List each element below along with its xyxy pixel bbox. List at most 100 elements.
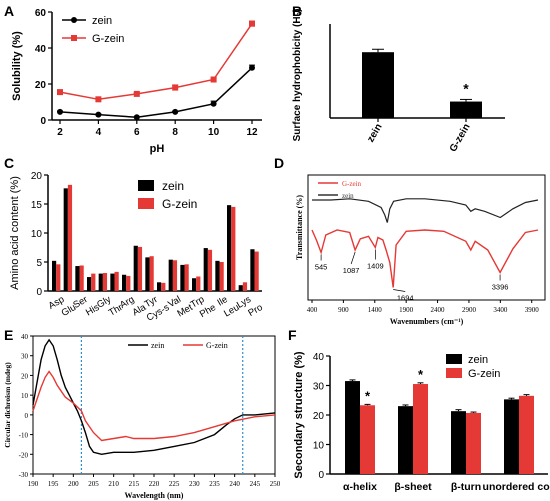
bar-G-zein — [231, 206, 236, 291]
bar-zein — [110, 273, 115, 291]
series-line-G-zein — [59, 23, 253, 101]
x-tick-label: 400 — [307, 306, 318, 314]
significance-marker: * — [365, 388, 371, 403]
bar-G-zein — [450, 101, 482, 118]
y-axis-title: Amino acid content (%) — [9, 176, 21, 290]
y-tick-label: -10 — [19, 432, 29, 440]
panel-letter: B — [292, 3, 302, 19]
legend-label: G-zein — [342, 180, 362, 188]
bar-zein — [345, 381, 360, 474]
y-axis-title: Transmittance (%) — [295, 195, 304, 260]
x-tick-label: 195 — [48, 480, 59, 488]
x-tick-label: 235 — [209, 480, 220, 488]
legend-label: G-zein — [92, 33, 124, 45]
legend-label: G-zein — [468, 368, 500, 380]
panel-letter: C — [4, 155, 14, 171]
bar-G-zein — [254, 251, 259, 291]
panel-letter: E — [4, 327, 13, 343]
bar-G-zein — [67, 184, 73, 291]
y-axis-title: Circular dichroism (mdeg) — [3, 362, 12, 448]
panel-d-ftir-chart: D 400 900 1400 1900 2400 2900 3400 3900 Wavenumbe… — [274, 155, 546, 326]
bar-zein — [75, 266, 80, 291]
bar-zein — [215, 260, 220, 291]
x-tick-label: 210 — [108, 480, 119, 488]
y-tick-label: 40 — [313, 352, 325, 363]
bar-G-zein — [79, 265, 84, 291]
series-line-zein — [32, 338, 276, 456]
x-tick-label: G-zein — [448, 122, 473, 154]
peak-label: 1694 — [397, 294, 414, 303]
x-tick-label: unordered coil — [483, 481, 550, 493]
bar-zein — [98, 273, 103, 291]
legend-marker — [71, 35, 77, 41]
y-tick-label: -30 — [19, 471, 29, 479]
bar-G-zein — [184, 264, 189, 291]
x-tick-label: 190 — [28, 480, 39, 488]
plot-frame — [307, 174, 546, 301]
bar-zein — [227, 205, 232, 291]
bar-G-zein — [172, 260, 178, 291]
x-tick-label: Ile — [215, 294, 229, 309]
legend-label: zein — [342, 192, 354, 200]
data-point — [210, 100, 217, 107]
bar-G-zein — [137, 246, 143, 291]
bar-zein — [52, 260, 57, 291]
legend-label: zein — [162, 179, 184, 193]
bar-zein — [362, 52, 394, 119]
x-tick-label: 250 — [270, 480, 281, 488]
x-tick-label: β-sheet — [394, 481, 432, 493]
x-tick-label: 205 — [88, 480, 99, 488]
y-tick-label: 20 — [21, 372, 29, 380]
x-tick-label: 220 — [149, 480, 160, 488]
y-axis-title: Secondary structure (%) — [293, 351, 305, 478]
x-tick-label: 230 — [189, 480, 200, 488]
x-tick-label: 4 — [96, 127, 102, 138]
data-point — [57, 108, 63, 115]
x-tick-label: 200 — [68, 480, 79, 488]
y-tick-label: 20 — [31, 171, 43, 182]
x-tick-label: 2 — [57, 127, 63, 138]
y-tick-label: 30 — [21, 353, 29, 361]
y-tick-label: 20 — [313, 411, 325, 422]
legend-label: G-zein — [162, 197, 197, 211]
panel-f-secondary-structure-chart: F 0 10 20 30 40 Secondary structure (%) α-helix… — [288, 327, 550, 493]
significance-marker: * — [418, 367, 424, 382]
series-line-G-zein — [32, 370, 276, 442]
x-tick-label: 1900 — [399, 306, 414, 314]
y-tick-label: 0 — [318, 470, 324, 481]
x-axis-title: pH — [150, 143, 165, 155]
bar-G-zein — [519, 395, 534, 474]
bar-G-zein — [149, 256, 154, 291]
bar-G-zein — [196, 276, 201, 291]
bar-zein — [504, 399, 519, 474]
peak-arrow — [393, 289, 406, 292]
data-point — [95, 96, 102, 103]
legend-swatch — [446, 368, 462, 378]
bar-G-zein — [360, 405, 375, 474]
x-axis-title: Wavenumbers (cm⁻¹) — [390, 317, 464, 326]
bar-zein — [192, 278, 197, 291]
bar-G-zein — [91, 273, 96, 291]
y-tick-label: 30 — [313, 382, 325, 393]
x-tick-label: 2900 — [462, 306, 477, 314]
y-tick-label: 5 — [36, 258, 42, 269]
x-tick-label: 10 — [208, 127, 220, 138]
x-tick-label: 245 — [250, 480, 261, 488]
x-tick-label: 12 — [246, 127, 258, 138]
bar-zein — [180, 264, 185, 291]
bar-G-zein — [126, 275, 131, 291]
y-tick-label: 0 — [36, 287, 42, 298]
bar-G-zein — [219, 262, 224, 291]
peak-label: 545 — [315, 263, 328, 272]
x-tick-label: 6 — [134, 127, 140, 138]
legend-label: G-zein — [206, 341, 228, 350]
legend-swatch — [138, 180, 154, 191]
data-point — [210, 76, 217, 83]
panel-e-circular-dichroism-chart: E -30 -20 -10 0 10 20 30 40 190 195 200 205 210 215 220… — [3, 327, 281, 500]
bar-G-zein — [413, 384, 428, 474]
x-axis-title: Wavelength (nm) — [125, 491, 184, 500]
bar-zein — [122, 274, 127, 291]
significance-marker: * — [463, 80, 469, 96]
